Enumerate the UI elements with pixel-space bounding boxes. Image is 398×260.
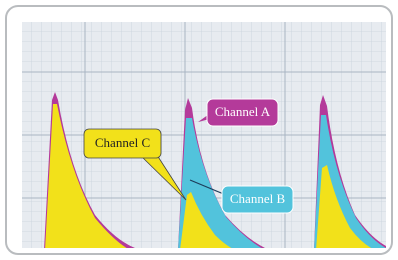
body: Channel A Channel B Channel C (() => { c…	[0, 0, 398, 260]
screen: Channel A Channel B Channel C	[0, 0, 398, 260]
page: {"callouts": [{"label": "Channel A"}, {"…	[0, 0, 398, 260]
callout-a: Channel A	[198, 99, 278, 126]
callout-label: Channel C	[95, 135, 150, 150]
callout-label: Channel B	[230, 191, 286, 206]
callout-label: Channel A	[215, 104, 271, 119]
